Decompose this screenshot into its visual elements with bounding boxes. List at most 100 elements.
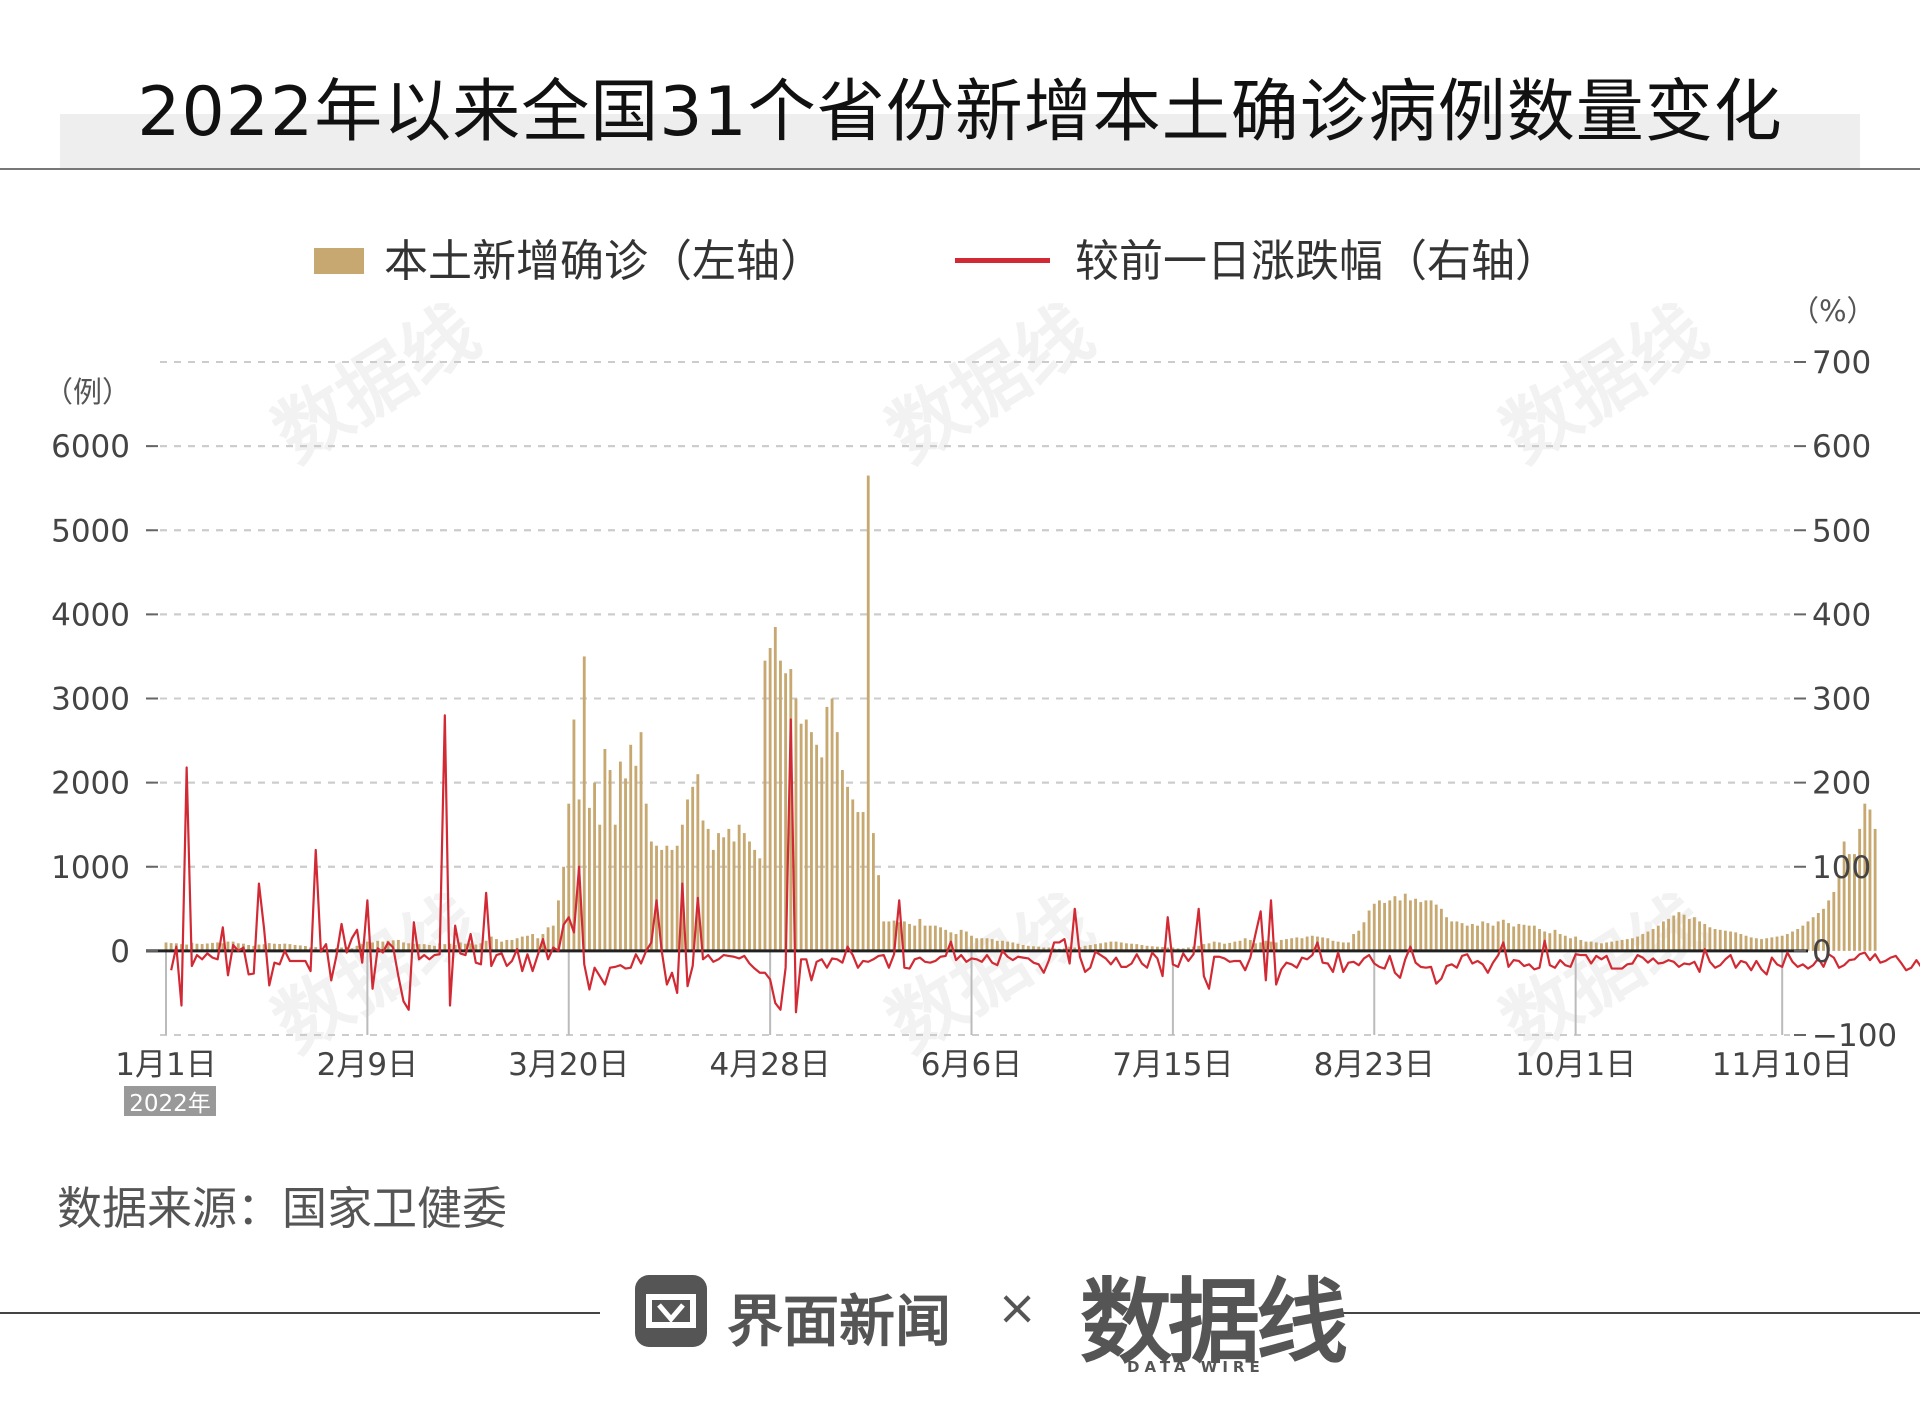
bar <box>1161 947 1164 951</box>
x-tick-label: 6月6日 <box>921 1047 1022 1083</box>
bar <box>1099 943 1103 951</box>
bar <box>675 845 679 951</box>
bar <box>1713 929 1717 951</box>
bar <box>871 833 875 951</box>
bar <box>732 841 736 951</box>
right-tick-label: 200 <box>1812 766 1871 802</box>
bar <box>722 837 726 951</box>
bar <box>1698 921 1701 951</box>
bar <box>283 943 287 951</box>
bar <box>1445 917 1448 951</box>
bar <box>526 935 529 951</box>
left-tick-label: 2000 <box>51 766 130 802</box>
bar <box>1460 923 1464 951</box>
bar <box>1470 923 1474 951</box>
bar <box>1114 941 1118 951</box>
bar <box>500 941 504 951</box>
bar <box>572 719 576 951</box>
bar <box>1254 943 1257 951</box>
bar <box>1341 942 1345 951</box>
bar <box>278 943 282 951</box>
bar <box>810 732 813 951</box>
bar <box>1672 915 1676 951</box>
jiemian-logo-icon <box>635 1275 707 1347</box>
bar <box>1145 945 1149 951</box>
year-badge <box>124 1086 216 1116</box>
bar <box>1584 941 1588 951</box>
bar <box>1476 925 1479 951</box>
right-tick-label: 700 <box>1812 345 1871 381</box>
bar <box>567 803 571 951</box>
bar <box>1465 925 1469 951</box>
bar <box>1285 939 1288 951</box>
bar <box>603 748 607 951</box>
bar <box>742 833 746 951</box>
x-tick-label: 7月15日 <box>1112 1047 1233 1083</box>
bar <box>846 786 849 951</box>
bar <box>216 942 220 951</box>
bar <box>1372 903 1376 951</box>
bar <box>1739 934 1743 951</box>
bar <box>779 660 782 951</box>
bar <box>1295 937 1299 951</box>
bar <box>1863 803 1867 951</box>
bar <box>495 939 498 951</box>
bar <box>557 900 560 951</box>
bar <box>1238 940 1242 951</box>
bar <box>211 942 214 951</box>
bar <box>861 812 865 951</box>
left-tick-label: 3000 <box>51 682 130 718</box>
x-tick-label: 1月1日 <box>115 1047 216 1083</box>
bar <box>1011 942 1015 951</box>
bar <box>257 944 261 951</box>
bar <box>1574 936 1578 951</box>
bar <box>877 875 880 951</box>
bar <box>1677 912 1681 951</box>
bar <box>304 946 307 951</box>
bar <box>995 940 999 951</box>
title-divider <box>0 168 1920 170</box>
bar <box>1378 900 1381 951</box>
bar <box>489 936 493 951</box>
bar <box>293 944 297 951</box>
bar <box>856 812 860 951</box>
bar <box>1269 941 1273 951</box>
bar <box>1667 918 1670 951</box>
bar <box>613 824 617 951</box>
bar <box>1589 941 1593 951</box>
bar <box>975 938 979 951</box>
line-path <box>170 714 1920 1014</box>
bar <box>1822 908 1825 951</box>
bar <box>1393 896 1397 951</box>
bar <box>314 947 318 951</box>
bar <box>608 770 612 951</box>
bar <box>1615 940 1619 951</box>
bar <box>1223 943 1226 951</box>
bar <box>412 943 416 951</box>
bar <box>505 939 509 951</box>
bar <box>1367 910 1371 951</box>
right-tick-label: 500 <box>1812 513 1871 549</box>
bar-series <box>164 475 1877 951</box>
right-tick-label: 100 <box>1812 850 1871 886</box>
bar <box>1068 946 1072 951</box>
left-tick-label: 5000 <box>51 513 130 549</box>
bar <box>520 936 524 951</box>
legend-line-label: 较前一日涨跌幅（右轴） <box>1075 236 1559 287</box>
bar <box>918 918 922 951</box>
bar <box>1439 908 1443 951</box>
bar <box>1605 942 1609 951</box>
bar <box>1119 942 1123 951</box>
bar <box>794 698 798 951</box>
bar <box>618 761 622 951</box>
bar <box>1806 921 1810 951</box>
bar <box>479 943 483 951</box>
bar <box>696 774 700 951</box>
bar <box>1811 917 1815 951</box>
bar <box>391 940 395 951</box>
bar <box>1631 938 1634 951</box>
bar <box>1125 943 1128 951</box>
bar <box>1026 945 1030 951</box>
bar <box>985 938 989 951</box>
bar <box>386 940 390 951</box>
